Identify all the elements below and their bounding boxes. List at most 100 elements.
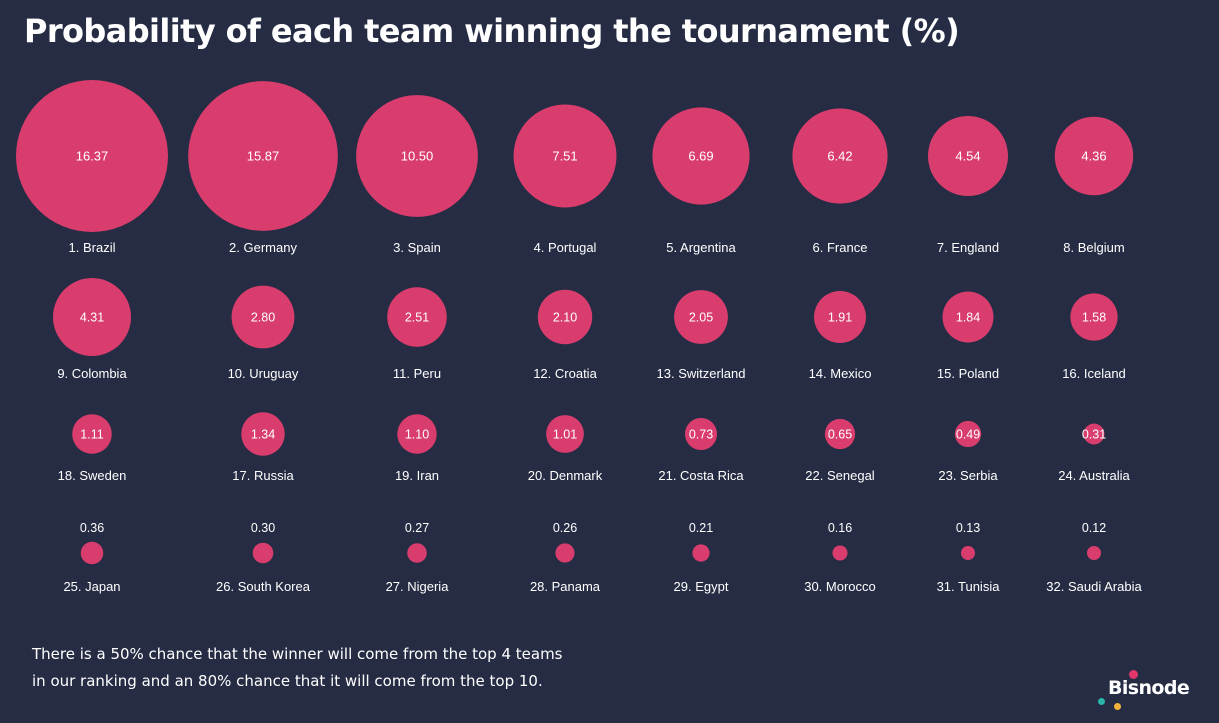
bubble-11 xyxy=(387,287,447,347)
team-label-19: 19. Iran xyxy=(395,468,439,483)
bubble-19 xyxy=(397,414,437,454)
team-label-16: 16. Iceland xyxy=(1062,366,1126,381)
bubble-value-20: 1.01 xyxy=(553,428,577,442)
team-label-17: 18. Sweden xyxy=(58,468,127,483)
team-label-15: 15. Poland xyxy=(937,366,999,381)
team-label-27: 27. Nigeria xyxy=(386,579,450,594)
bubble-14 xyxy=(814,291,866,343)
bubble-value-11: 2.51 xyxy=(405,311,429,325)
team-label-14: 14. Mexico xyxy=(809,366,872,381)
team-label-28: 28. Panama xyxy=(530,579,601,594)
team-label-29: 29. Egypt xyxy=(674,579,729,594)
team-label-6: 6. France xyxy=(813,240,868,255)
bubble-16 xyxy=(1070,293,1118,341)
bubble-value-31: 0.13 xyxy=(956,521,980,535)
bubble-7 xyxy=(927,115,1009,197)
team-label-13: 13. Switzerland xyxy=(657,366,746,381)
logo-dot-yellow-icon xyxy=(1114,703,1121,710)
bubble-value-29: 0.21 xyxy=(689,521,713,535)
team-label-23: 23. Serbia xyxy=(938,468,998,483)
team-label-11: 11. Peru xyxy=(393,366,441,381)
logo-text: Bisnode xyxy=(1108,677,1190,699)
bubble-value-7: 4.54 xyxy=(955,149,980,164)
team-label-9: 9. Colombia xyxy=(57,366,127,381)
team-label-20: 20. Denmark xyxy=(528,468,603,483)
team-label-1: 1. Brazil xyxy=(69,240,116,255)
bubble-value-8: 4.36 xyxy=(1081,149,1106,164)
bubble-value-2: 15.87 xyxy=(247,149,280,164)
logo-dot-pink-icon xyxy=(1129,670,1138,679)
bubble-17 xyxy=(72,414,112,454)
bubble-value-28: 0.26 xyxy=(553,521,577,535)
bubble-value-22: 0.65 xyxy=(828,428,852,442)
bubble-value-1: 16.37 xyxy=(76,149,109,164)
bubble-18 xyxy=(241,412,285,456)
bubble-20 xyxy=(546,415,584,453)
bubble-25 xyxy=(80,541,104,565)
bubble-28 xyxy=(555,543,575,563)
bubble-value-24: 0.31 xyxy=(1082,428,1106,442)
bubble-13 xyxy=(674,290,728,344)
bubble-value-17: 1.11 xyxy=(80,428,103,442)
team-label-24: 24. Australia xyxy=(1058,468,1130,483)
team-label-2: 2. Germany xyxy=(229,240,297,255)
bubble-3 xyxy=(356,95,478,217)
footnote-line-1: There is a 50% chance that the winner wi… xyxy=(32,645,563,663)
footnote-line-2: in our ranking and an 80% chance that it… xyxy=(32,672,543,690)
bubble-24 xyxy=(1083,423,1105,445)
chart-title: Probability of each team winning the tou… xyxy=(24,12,960,50)
bubble-32 xyxy=(1087,546,1101,560)
team-label-21: 21. Costa Rica xyxy=(658,468,744,483)
team-label-5: 5. Argentina xyxy=(666,240,736,255)
bubble-1 xyxy=(16,80,168,232)
team-label-30: 30. Morocco xyxy=(804,579,876,594)
bubble-29 xyxy=(692,544,710,562)
team-label-25: 25. Japan xyxy=(63,579,120,594)
bubble-value-3: 10.50 xyxy=(401,149,434,164)
bubble-value-21: 0.73 xyxy=(689,428,713,442)
team-label-18: 17. Russia xyxy=(232,468,294,483)
team-label-7: 7. England xyxy=(937,240,999,255)
footnote: There is a 50% chance that the winner wi… xyxy=(32,641,563,695)
team-label-22: 22. Senegal xyxy=(805,468,875,483)
bubble-22 xyxy=(824,418,856,450)
bubble-26 xyxy=(252,542,274,564)
bubble-value-32: 0.12 xyxy=(1082,521,1106,535)
team-label-8: 8. Belgium xyxy=(1063,240,1124,255)
bubble-value-30: 0.16 xyxy=(828,521,852,535)
bubble-5 xyxy=(652,107,750,205)
bubble-12 xyxy=(537,289,593,345)
bubble-31 xyxy=(961,546,975,560)
team-label-31: 31. Tunisia xyxy=(937,579,1001,594)
bubble-value-4: 7.51 xyxy=(552,149,577,164)
bubble-30 xyxy=(832,545,848,561)
team-label-26: 26. South Korea xyxy=(216,579,311,594)
bubble-value-5: 6.69 xyxy=(688,149,713,164)
bubble-value-14: 1.91 xyxy=(828,311,852,325)
bubble-8 xyxy=(1054,116,1134,196)
team-label-4: 4. Portugal xyxy=(534,240,597,255)
bubble-10 xyxy=(231,285,295,349)
bubble-value-10: 2.80 xyxy=(251,311,275,325)
bubble-21 xyxy=(684,417,718,451)
team-label-10: 10. Uruguay xyxy=(228,366,299,381)
team-label-3: 3. Spain xyxy=(393,240,441,255)
bubble-value-26: 0.30 xyxy=(251,521,275,535)
bubble-value-15: 1.84 xyxy=(956,311,980,325)
bubble-value-13: 2.05 xyxy=(689,311,713,325)
bubble-4 xyxy=(513,104,617,208)
team-label-32: 32. Saudi Arabia xyxy=(1046,579,1142,594)
bubble-value-16: 1.58 xyxy=(1082,311,1106,325)
bubble-value-25: 0.36 xyxy=(80,521,104,535)
bubble-value-12: 2.10 xyxy=(553,311,577,325)
bubble-value-27: 0.27 xyxy=(405,521,429,535)
bubble-value-23: 0.49 xyxy=(956,428,980,442)
bisnode-logo: Bisnode xyxy=(1096,666,1206,714)
bubble-23 xyxy=(954,420,982,448)
logo-dot-teal-icon xyxy=(1098,698,1105,705)
bubble-2 xyxy=(188,81,338,231)
team-label-12: 12. Croatia xyxy=(533,366,597,381)
bubble-9 xyxy=(53,278,131,356)
bubble-value-19: 1.10 xyxy=(405,428,429,442)
